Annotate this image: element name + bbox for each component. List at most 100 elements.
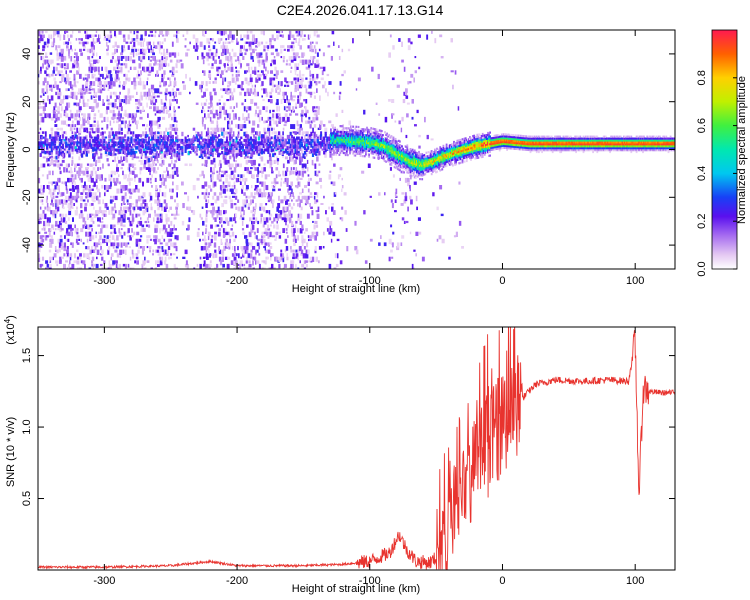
spectrogram-cell — [287, 34, 291, 40]
spectrogram-cell — [114, 181, 118, 186]
spectrogram-cell — [98, 41, 101, 44]
spectrogram-cell — [108, 70, 111, 74]
spectrogram-cell — [157, 213, 159, 217]
spectrogram-cell — [165, 63, 167, 66]
spectrogram-cell — [49, 150, 52, 155]
spectrogram-cell — [58, 177, 61, 183]
spectrogram-cell — [92, 263, 95, 269]
spectrogram-cell — [41, 136, 44, 139]
spectrogram-cell — [95, 148, 98, 152]
spectrogram-cell — [131, 81, 134, 85]
spectrogram-cell — [238, 148, 241, 153]
spectrogram-cell — [154, 143, 157, 147]
spectrogram-cell — [252, 199, 254, 204]
spectrogram-cell — [207, 185, 211, 189]
spectrogram-cell — [91, 127, 94, 134]
spectrogram-cell — [293, 203, 295, 206]
spectrogram-cell — [48, 181, 52, 184]
spectrogram-cell — [46, 267, 49, 269]
spectrogram-cell — [248, 120, 251, 124]
spectrogram-cell — [80, 210, 83, 214]
spectrogram-cell — [189, 163, 193, 167]
spectrogram-cell — [248, 106, 252, 111]
spectrogram-cell — [299, 159, 302, 166]
spectrogram-cell — [377, 73, 380, 80]
spectrogram-cell — [97, 109, 100, 113]
spectrogram-cell — [176, 146, 179, 151]
spectrogram-cell — [240, 141, 243, 145]
spectrogram-cell — [225, 56, 228, 61]
spectrogram-cell — [169, 231, 173, 237]
spectrogram-cell — [286, 141, 289, 145]
spectrogram-cell — [57, 228, 61, 231]
spectrogram-cell — [205, 231, 207, 234]
spectrogram-cell — [169, 124, 173, 129]
spectrogram-cell — [128, 246, 131, 249]
spectrogram-cell — [358, 143, 361, 146]
spectrogram-cell — [212, 38, 214, 42]
spectrogram-cell — [71, 95, 74, 99]
spectrogram-cells — [38, 30, 675, 269]
spectrogram-cell — [103, 136, 106, 139]
spectrogram-cell — [251, 84, 254, 88]
spectrogram-cell — [137, 99, 141, 105]
spectrogram-cell — [108, 185, 112, 190]
spectrogram-cell — [278, 146, 281, 150]
spectrogram-cell — [333, 134, 335, 137]
spectrogram-cell — [312, 106, 315, 111]
spectrogram-cell — [265, 217, 269, 223]
spectrogram-cell — [124, 210, 127, 214]
spectrogram-cell — [290, 91, 292, 97]
spectrogram-cell — [263, 30, 265, 36]
spectrogram-cell — [78, 138, 80, 143]
spectrogram-cell — [357, 152, 360, 155]
spectrogram-cell — [137, 213, 141, 217]
spectrogram-cell — [216, 146, 219, 151]
spectrogram-cell — [348, 127, 350, 130]
spectrogram-cell — [267, 143, 270, 147]
spectrogram-cell — [363, 109, 366, 115]
spectrogram-cell — [200, 150, 203, 155]
spectrogram-cell — [157, 131, 160, 135]
spectrogram-cell — [98, 138, 101, 141]
spectrogram-cell — [194, 150, 197, 154]
spectrogram-cell — [265, 249, 268, 254]
spectrogram-cell — [285, 228, 288, 231]
spectrogram-cell — [251, 150, 254, 155]
spectrogram-cell — [114, 102, 117, 108]
spectrogram-cell — [275, 70, 279, 76]
spectrogram-cell — [39, 141, 42, 145]
spectrogram-cell — [307, 59, 311, 65]
spectrogram-cell — [42, 185, 45, 190]
spectrogram-cell — [341, 206, 344, 210]
spectrogram-cell — [207, 235, 210, 241]
spectrogram-cell — [241, 185, 244, 190]
spectrogram-cell — [105, 203, 108, 206]
spectrogram-cell — [140, 156, 143, 159]
spectrogram-cell — [171, 134, 174, 139]
spectrogram-cell — [301, 263, 305, 268]
spectrogram-cell — [254, 206, 257, 209]
spectrogram-cell — [311, 256, 315, 262]
spectrogram-cell — [167, 138, 170, 142]
spectrogram-cell — [216, 73, 219, 76]
spectrogram-cell — [38, 213, 41, 219]
spectrogram-cell — [114, 131, 117, 137]
spectrogram-cell — [205, 213, 208, 217]
spectrogram-cell — [255, 203, 257, 208]
spectrogram-cell — [417, 217, 421, 221]
spectrogram-cell — [56, 249, 59, 254]
spectrogram-cell — [278, 30, 281, 34]
spectrogram-cell — [116, 148, 119, 152]
spectrogram-cell — [247, 113, 250, 119]
spectrogram-cell — [219, 127, 223, 132]
spectrogram-cell — [262, 99, 265, 102]
spectrogram-cell — [288, 138, 291, 142]
spectrogram-cell — [169, 99, 171, 105]
spectrogram-cell — [116, 167, 119, 172]
spectrogram-cell — [95, 99, 97, 103]
spectrogram-cell — [227, 141, 230, 146]
spectrogram-cell — [199, 41, 203, 48]
spectrogram-cell — [295, 263, 297, 269]
spectrogram-cell — [210, 148, 213, 152]
